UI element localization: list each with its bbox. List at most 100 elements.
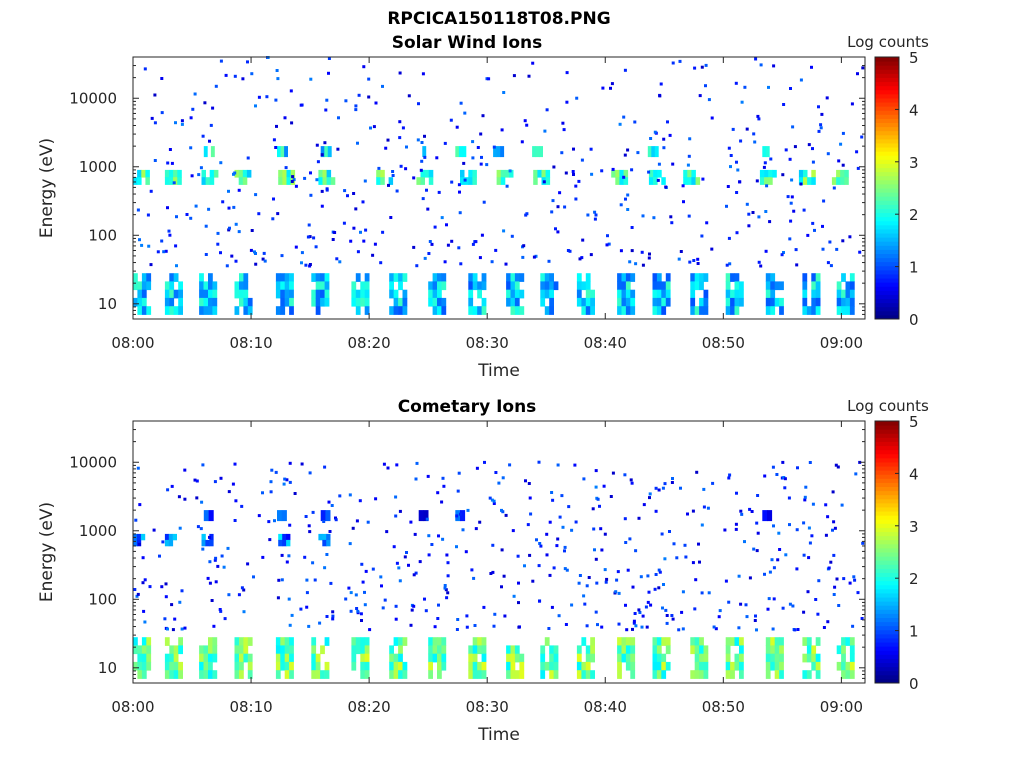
band-cell bbox=[247, 653, 253, 663]
band-cell bbox=[437, 297, 442, 307]
scatter-cell bbox=[678, 59, 682, 63]
colorbar-step bbox=[875, 188, 899, 193]
colorbar-step bbox=[875, 478, 899, 483]
scatter-cell bbox=[525, 212, 529, 216]
band-cell bbox=[203, 289, 209, 299]
band-cell bbox=[234, 281, 240, 291]
band-cell bbox=[739, 281, 744, 291]
scatter-cell bbox=[539, 544, 543, 548]
band-cell bbox=[585, 306, 591, 315]
band-cell bbox=[169, 306, 175, 315]
band-cell bbox=[615, 169, 620, 178]
band-cell bbox=[625, 281, 631, 291]
band-cell bbox=[496, 146, 501, 158]
scatter-cell bbox=[442, 484, 446, 488]
colorbar-step bbox=[875, 269, 899, 275]
scatter-cell bbox=[686, 163, 690, 167]
scatter-cell bbox=[150, 116, 154, 120]
scatter-cell bbox=[449, 118, 453, 122]
band-cell bbox=[687, 177, 692, 185]
band-cell bbox=[178, 289, 183, 299]
scatter-cell bbox=[782, 476, 786, 479]
band-cell bbox=[437, 637, 442, 646]
band-cell bbox=[831, 177, 837, 185]
scatter-cell bbox=[599, 527, 603, 531]
scatter-cell bbox=[147, 244, 151, 248]
band-cell bbox=[164, 670, 170, 679]
scatter-cell bbox=[861, 541, 865, 545]
scatter-cell bbox=[208, 560, 212, 564]
scatter-cell bbox=[254, 262, 258, 266]
band-cell bbox=[481, 670, 487, 679]
band-cell bbox=[703, 273, 709, 282]
scatter-cell bbox=[474, 240, 478, 244]
scatter-cell bbox=[788, 523, 791, 527]
scatter-cell bbox=[195, 496, 199, 500]
band-cell bbox=[540, 281, 546, 291]
band-cell bbox=[164, 637, 170, 646]
scatter-cell bbox=[203, 101, 207, 105]
band-cell bbox=[477, 289, 482, 299]
scatter-cell bbox=[261, 555, 265, 559]
band-cell bbox=[514, 653, 520, 663]
scatter-cell bbox=[374, 101, 378, 105]
scatter-cell bbox=[307, 524, 311, 528]
scatter-cell bbox=[320, 204, 324, 208]
band-cell bbox=[739, 289, 744, 299]
scatter-cell bbox=[463, 111, 467, 115]
scatter-cell bbox=[796, 628, 800, 631]
scatter-cell bbox=[323, 566, 327, 570]
scatter-cell bbox=[269, 480, 273, 484]
y-tick-label: 100 bbox=[88, 590, 117, 608]
band-cell bbox=[277, 510, 283, 522]
scatter-cell bbox=[325, 187, 329, 191]
band-cell bbox=[360, 297, 366, 307]
colorbar-tick-label: 1 bbox=[909, 259, 919, 277]
scatter-cell bbox=[772, 64, 776, 68]
band-cell bbox=[280, 289, 286, 299]
scatter-cell bbox=[335, 257, 339, 261]
band-cell bbox=[581, 661, 587, 671]
band-cell bbox=[617, 645, 622, 655]
scatter-cell bbox=[443, 260, 447, 264]
scatter-cell bbox=[325, 615, 329, 618]
band-cell bbox=[243, 645, 249, 655]
scatter-cell bbox=[757, 260, 761, 264]
scatter-cell bbox=[227, 206, 231, 210]
band-cell bbox=[496, 169, 502, 178]
scatter-cell bbox=[425, 188, 428, 192]
band-cell bbox=[844, 177, 849, 185]
band-cell bbox=[619, 169, 624, 178]
scatter-cell bbox=[491, 543, 495, 547]
band-cell bbox=[284, 653, 290, 663]
band-cell bbox=[428, 177, 434, 185]
band-cell bbox=[840, 169, 845, 178]
scatter-cell bbox=[642, 503, 646, 507]
band-cell bbox=[324, 146, 329, 158]
band-cell bbox=[360, 653, 366, 663]
x-axis-label: Time bbox=[477, 361, 520, 381]
band-cell bbox=[725, 273, 731, 282]
scatter-cell bbox=[759, 63, 763, 67]
band-cell bbox=[242, 177, 248, 185]
colorbar-label: Log counts bbox=[847, 397, 929, 415]
scatter-cell bbox=[443, 141, 447, 145]
colorbar-step bbox=[875, 609, 899, 614]
colorbar-tick-label: 3 bbox=[909, 518, 919, 536]
band-cell bbox=[330, 177, 336, 185]
scatter-cell bbox=[816, 612, 820, 616]
band-cell bbox=[739, 645, 744, 655]
band-cell bbox=[284, 281, 290, 291]
scatter-cell bbox=[696, 262, 700, 265]
scatter-cell bbox=[290, 180, 294, 183]
band-cell bbox=[402, 306, 408, 315]
band-cell bbox=[468, 273, 474, 282]
band-cell bbox=[428, 169, 434, 178]
scatter-cell bbox=[615, 578, 619, 582]
scatter-cell bbox=[357, 93, 361, 97]
band-cell bbox=[416, 177, 421, 185]
scatter-cell bbox=[282, 482, 286, 486]
band-cell bbox=[364, 306, 370, 315]
band-cell bbox=[540, 653, 546, 663]
band-cell bbox=[730, 273, 735, 282]
